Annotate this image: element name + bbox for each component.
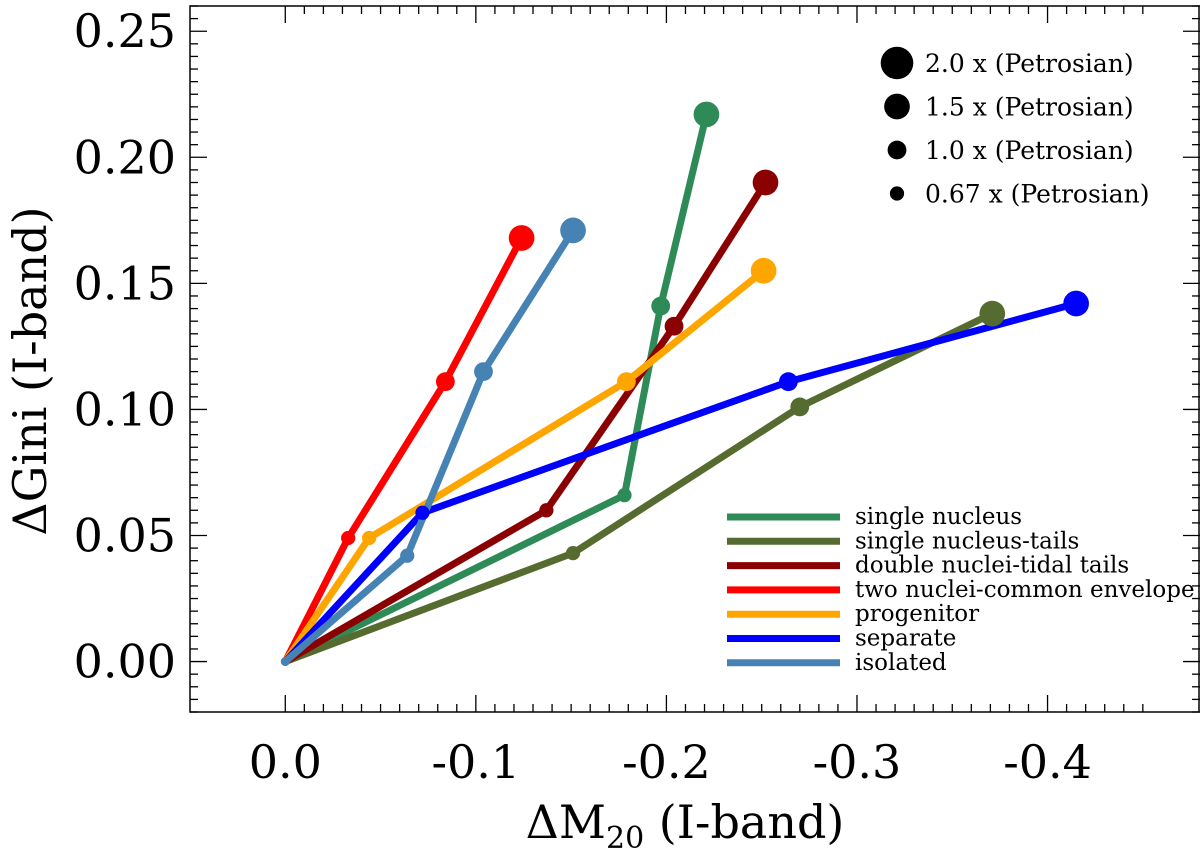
data-point <box>539 503 554 518</box>
data-point <box>341 530 356 546</box>
y-tick-label: 0.15 <box>74 256 176 310</box>
size-legend-marker <box>884 93 910 120</box>
x-tick-label: -0.4 <box>1003 735 1092 789</box>
data-point <box>362 530 377 546</box>
size-legend-marker <box>880 46 914 80</box>
x-tick-label: 0.0 <box>249 735 322 789</box>
data-point <box>752 169 779 196</box>
y-tick-label: 0.10 <box>74 382 176 436</box>
legend-label: single nucleus <box>855 504 1022 530</box>
data-point <box>400 548 415 563</box>
legend-label: progenitor <box>855 601 979 627</box>
data-point <box>979 300 1006 327</box>
legend-label: separate <box>855 626 956 652</box>
y-axis-label: ΔGini (I-band) <box>3 206 57 535</box>
y-tick-label: 0.00 <box>74 635 176 689</box>
data-series-group <box>280 101 1089 667</box>
legend-label: two nuclei-common envelope <box>855 577 1195 603</box>
data-point <box>1063 290 1089 317</box>
y-tick-label: 0.05 <box>74 509 176 563</box>
legend-label: single nucleus-tails <box>855 528 1079 554</box>
data-point <box>565 546 581 561</box>
legend-label: isolated <box>855 650 947 676</box>
data-point <box>474 362 493 382</box>
data-point <box>560 217 586 244</box>
series-line <box>281 300 1080 666</box>
series-line <box>281 226 577 666</box>
data-point <box>415 505 430 520</box>
size-legend-marker <box>887 140 907 160</box>
aperture-size-legend: 2.0 x (Petrosian) 1.5 x (Petrosian) 1.0 x … <box>880 46 1150 209</box>
x-axis-label: ΔM20 (I-band) <box>526 795 845 854</box>
size-legend-marker <box>889 186 905 201</box>
y-tick-label: 0.25 <box>74 4 176 58</box>
data-point <box>651 296 671 316</box>
data-point <box>778 372 798 392</box>
size-legend-label: 1.5 x (Petrosian) <box>925 93 1134 122</box>
x-tick-label: -0.1 <box>431 735 520 789</box>
x-tick-label: -0.2 <box>622 735 711 789</box>
data-point <box>693 101 720 128</box>
axis-labels-group: ΔM20 (I-band) ΔGini (I-band) <box>3 206 845 856</box>
data-point <box>508 225 535 251</box>
series-line <box>281 179 770 666</box>
data-point <box>750 257 777 284</box>
series-line <box>281 110 710 666</box>
size-legend-label: 2.0 x (Petrosian) <box>925 49 1134 78</box>
data-point <box>435 372 455 392</box>
data-point <box>664 316 684 336</box>
series-line <box>281 310 996 666</box>
data-point <box>790 397 810 417</box>
series-line <box>281 267 768 666</box>
data-point <box>617 488 632 503</box>
origin-point <box>280 657 290 667</box>
y-tick-label: 0.20 <box>74 130 176 184</box>
legend-label: double nuclei-tidal tails <box>855 553 1129 579</box>
size-legend-label: 1.0 x (Petrosian) <box>925 136 1134 165</box>
series-line <box>281 234 526 666</box>
axis-ticks-group: 0.0 -0.1 -0.2 -0.3 -0.4 0.00 0.05 0.10 0.15 0.20 0… <box>74 4 1200 789</box>
data-point <box>616 372 636 392</box>
size-legend-label: 0.67 x (Petrosian) <box>925 180 1150 209</box>
x-tick-label: -0.3 <box>813 735 902 789</box>
